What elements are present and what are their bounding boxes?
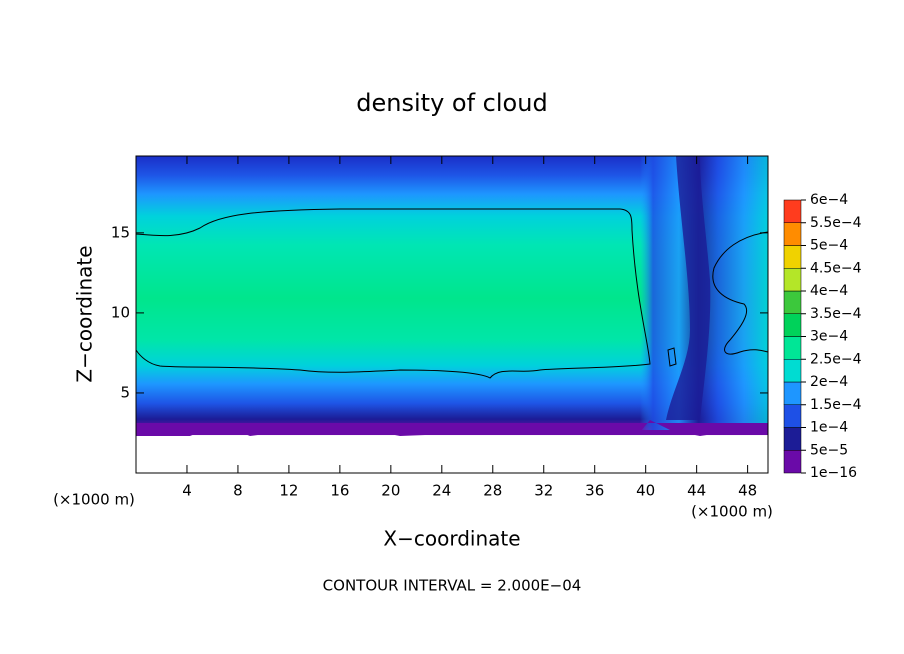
x-tick-label: 44 xyxy=(687,482,706,500)
footer-note: CONTOUR INTERVAL = 2.000E−04 xyxy=(323,577,582,595)
colorbar-swatch xyxy=(783,336,802,360)
x-tick-label: 24 xyxy=(432,482,451,500)
x-tick-label: 20 xyxy=(381,482,400,500)
x-tick-label: 8 xyxy=(233,482,243,500)
x-axis-label: X−coordinate xyxy=(383,527,520,551)
colorbar-swatch xyxy=(783,381,802,405)
y-axis-label: Z−coordinate xyxy=(73,245,97,382)
x-tick-label: 36 xyxy=(585,482,604,500)
colorbar-swatch xyxy=(783,222,802,246)
colorbar: 1e−16 5e−5 1e−4 1.5e−4 2e−4 2.5e−4 3e−4 3.5e−4 4… xyxy=(783,192,862,481)
y-tick-label: 5 xyxy=(120,383,130,401)
x-tick-label: 28 xyxy=(483,482,502,500)
bottom-band xyxy=(136,420,768,436)
colorbar-label: 2.5e−4 xyxy=(810,351,862,367)
y-tick-label: 15 xyxy=(111,223,130,241)
y-tick-label: 10 xyxy=(111,303,130,321)
colorbar-label: 2e−4 xyxy=(810,374,848,390)
x-tick-label: 4 xyxy=(182,482,192,500)
x-tick-label: 40 xyxy=(636,482,655,500)
colorbar-label: 1.5e−4 xyxy=(810,397,862,413)
colorbar-swatch xyxy=(783,450,802,474)
x-tick-label: 12 xyxy=(279,482,298,500)
colorbar-swatch xyxy=(783,313,802,337)
x-unit-left: (×1000 m) xyxy=(53,491,135,509)
field xyxy=(135,156,769,473)
colorbar-label: 3.5e−4 xyxy=(810,306,862,322)
chart-title: density of cloud xyxy=(356,89,547,117)
colorbar-swatch xyxy=(783,199,802,223)
x-tick-label: 48 xyxy=(738,482,757,500)
contour-line xyxy=(135,208,651,379)
colorbar-label: 6e−4 xyxy=(810,192,848,208)
colorbar-swatch xyxy=(783,268,802,292)
colorbar-label: 5e−4 xyxy=(810,238,848,254)
colorbar-label: 3e−4 xyxy=(810,329,848,345)
colorbar-label: 4.5e−4 xyxy=(810,260,862,276)
x-tick-label: 32 xyxy=(534,482,553,500)
colorbar-swatch xyxy=(783,359,802,383)
colorbar-label: 4e−4 xyxy=(810,283,848,299)
colorbar-label: 5e−5 xyxy=(810,442,848,458)
contour-line xyxy=(667,347,677,367)
plume-core xyxy=(666,156,711,420)
colorbar-label: 5.5e−4 xyxy=(810,215,862,231)
colorbar-swatch xyxy=(783,245,802,269)
colorbar-label: 1e−16 xyxy=(810,465,857,481)
x-tick-label: 16 xyxy=(330,482,349,500)
colorbar-swatch xyxy=(783,427,802,451)
colorbar-label: 1e−4 xyxy=(810,420,848,436)
colorbar-swatch xyxy=(783,404,802,428)
colorbar-swatch xyxy=(783,290,802,314)
plot-frame xyxy=(135,155,769,474)
contour-line xyxy=(712,231,769,355)
x-unit-right: (×1000 m) xyxy=(691,503,773,521)
